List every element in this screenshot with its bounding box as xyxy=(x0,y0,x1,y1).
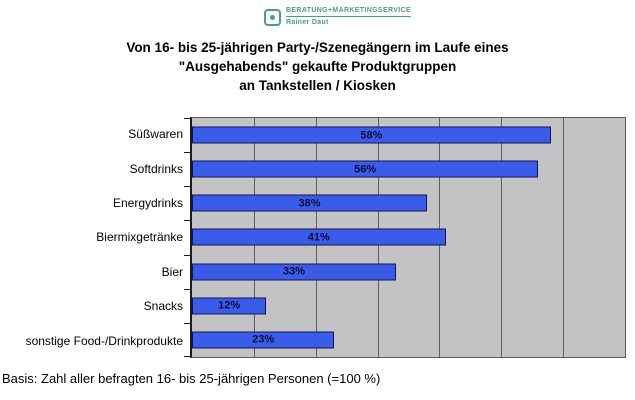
bar-value-label: 12% xyxy=(218,299,241,312)
bar-value-label: 38% xyxy=(298,197,321,210)
title-line-1: Von 16- bis 25-jährigen Party-/Szenegäng… xyxy=(126,40,509,55)
gridline xyxy=(563,118,565,357)
plot-area: 58% 56% 38% 41% 33% 12% 23% xyxy=(184,117,626,358)
title-line-3: an Tankstellen / Kiosken xyxy=(239,78,396,93)
category-labels: Süßwaren Softdrinks Energydrinks Biermixget… xyxy=(0,117,183,358)
bar-value-label: 33% xyxy=(283,265,306,278)
bar-row: 41% xyxy=(192,220,625,254)
axis-tick xyxy=(184,186,191,188)
axis-tick xyxy=(184,118,191,119)
bar: 12% xyxy=(192,297,267,315)
title-line-2: "Ausgehabends" gekaufte Produktgruppen xyxy=(178,59,457,74)
category-label: Softdrinks xyxy=(129,161,183,176)
bar-value-label: 58% xyxy=(360,129,383,142)
logo-dot-icon xyxy=(270,15,275,20)
bar-row: 58% xyxy=(192,118,625,152)
logo-square-icon xyxy=(264,9,281,26)
bar-row: 33% xyxy=(192,255,625,289)
category-label: Snacks xyxy=(143,299,183,314)
axis-tick xyxy=(184,322,191,324)
bar-value-label: 41% xyxy=(307,231,330,244)
bar: 56% xyxy=(192,160,539,178)
category-label: Biermixgetränke xyxy=(96,230,183,245)
footer-note: Basis: Zahl aller befragten 16- bis 25-j… xyxy=(2,371,381,386)
category-label: Energydrinks xyxy=(112,196,183,211)
bar: 38% xyxy=(192,194,428,212)
category-label: sonstige Food-/Drinkprodukte xyxy=(25,333,183,348)
logo-company-name: BERATUNG+MARKETINGSERVICE xyxy=(286,7,411,17)
bar-value-label: 23% xyxy=(252,333,275,346)
bar-row: 56% xyxy=(192,152,625,186)
logo: BERATUNG+MARKETINGSERVICE Rainer Daut xyxy=(264,7,411,26)
axis-tick xyxy=(184,220,191,222)
axis-tick xyxy=(184,288,191,290)
bar-value-label: 56% xyxy=(354,163,377,176)
gridline xyxy=(501,118,503,357)
axis-tick xyxy=(184,152,191,154)
bar-row: 23% xyxy=(192,323,625,357)
category-label: Süßwaren xyxy=(128,127,183,142)
bar-row: 12% xyxy=(192,289,625,323)
axis-tick xyxy=(184,254,191,256)
bar: 41% xyxy=(192,228,446,246)
bar: 33% xyxy=(192,263,397,281)
logo-text: BERATUNG+MARKETINGSERVICE Rainer Daut xyxy=(286,7,411,26)
bar: 23% xyxy=(192,331,335,349)
logo-person-name: Rainer Daut xyxy=(286,19,329,26)
bar: 58% xyxy=(192,126,551,144)
axis-tick xyxy=(184,356,191,357)
chart-title: Von 16- bis 25-jährigen Party-/Szenegäng… xyxy=(0,38,635,95)
category-label: Bier xyxy=(161,264,183,279)
bar-row: 38% xyxy=(192,186,625,220)
